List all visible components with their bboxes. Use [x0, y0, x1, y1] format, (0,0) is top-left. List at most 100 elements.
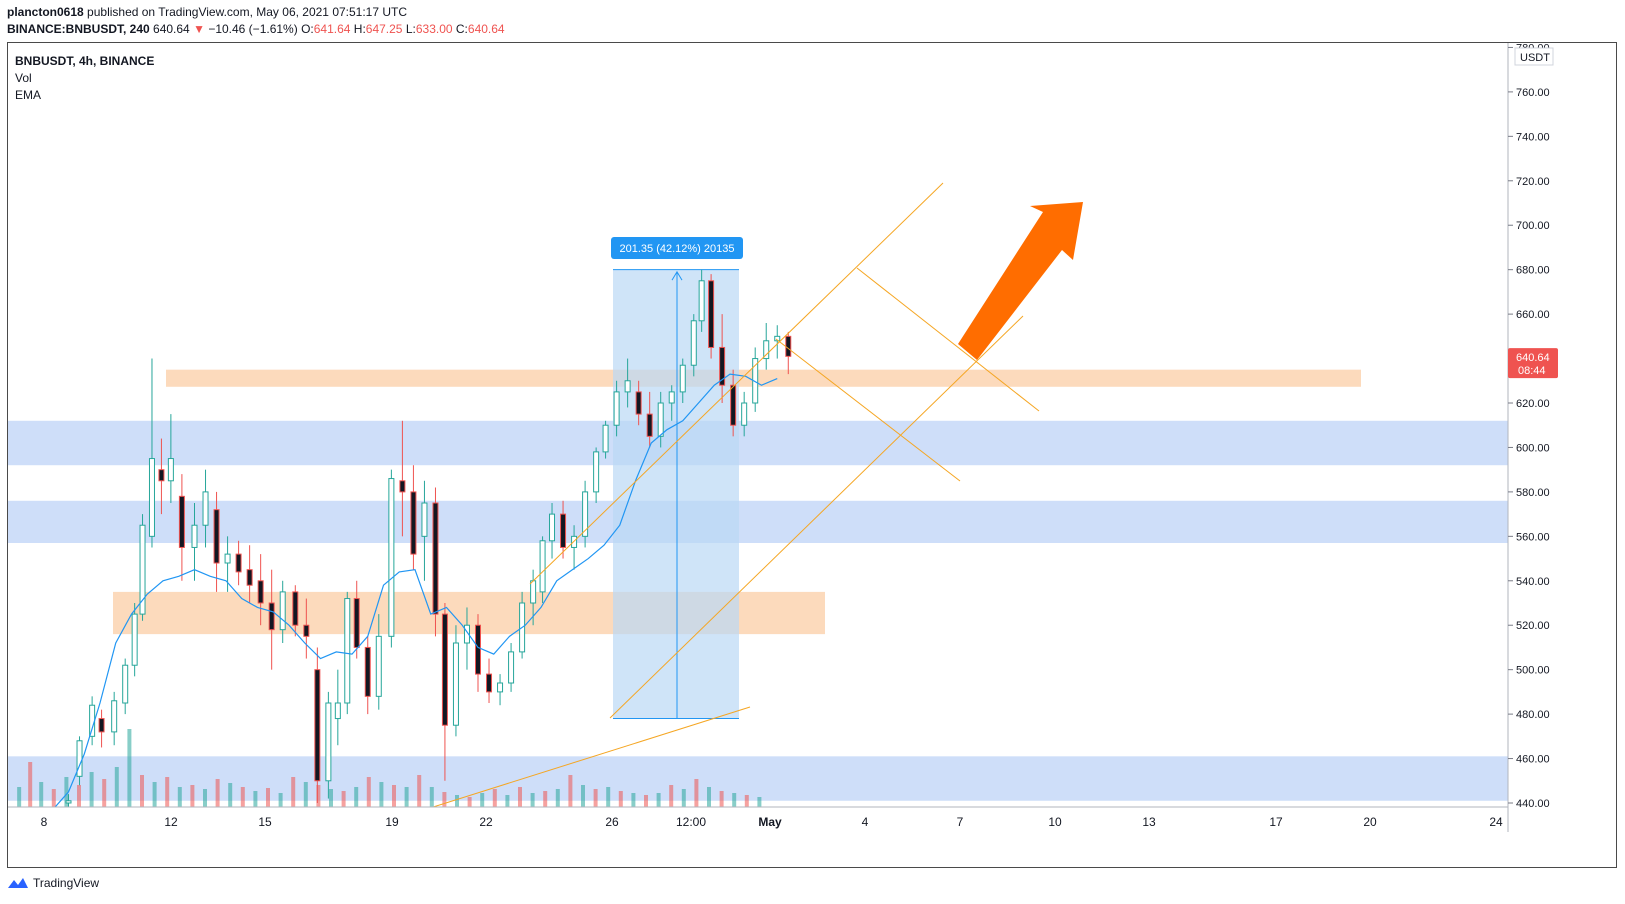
- candle-body: [549, 513, 556, 542]
- channel-upper-line[interactable]: [529, 182, 944, 585]
- candle-body: [698, 280, 705, 322]
- candle-body: [497, 682, 504, 693]
- candle-body: [679, 364, 686, 393]
- candle-body: [139, 524, 146, 615]
- high-value: 647.25: [365, 22, 403, 36]
- resistance-zone-632[interactable]: [166, 369, 1361, 387]
- x-tick-label: 13: [1142, 815, 1156, 829]
- volume-bar: [480, 793, 485, 807]
- candle-body: [730, 384, 737, 426]
- volume-bar: [266, 788, 270, 807]
- volume-bar: [379, 782, 384, 807]
- candle-body: [122, 664, 129, 704]
- ema-line: [54, 373, 778, 807]
- y-tick-label: 760.00: [1516, 87, 1550, 99]
- wedge-upper-line[interactable]: [856, 267, 1040, 412]
- volume-bar: [518, 787, 522, 807]
- volume-bar: [530, 793, 535, 807]
- measure-label-badge[interactable]: [611, 237, 743, 259]
- candle-body: [539, 540, 546, 593]
- candle-body: [344, 598, 351, 704]
- candle-body: [690, 320, 697, 366]
- legend-title[interactable]: BNBUSDT, 4h, BINANCE: [15, 54, 155, 68]
- volume-bar: [404, 787, 409, 807]
- candle-body: [158, 469, 165, 482]
- volume-bar: [354, 787, 359, 807]
- candle-body: [178, 495, 185, 548]
- candle-body: [410, 491, 417, 555]
- candle-body: [98, 718, 105, 733]
- tradingview-logo-icon: [8, 878, 28, 888]
- candle-body: [224, 553, 231, 564]
- y-tick-label: 560.00: [1516, 531, 1550, 543]
- volume-bar: [253, 791, 258, 807]
- candle-body: [602, 424, 609, 453]
- candle-body: [475, 624, 481, 675]
- volume-bar: [442, 792, 447, 807]
- symbol-label: BINANCE:BNBUSDT, 240: [7, 22, 150, 36]
- candle-body: [257, 580, 264, 604]
- candle-body: [613, 391, 620, 426]
- channel-lower-line[interactable]: [609, 315, 1024, 719]
- trend-support-line[interactable]: [430, 706, 751, 808]
- last-price: 640.64: [153, 22, 190, 36]
- candle-body: [353, 598, 360, 648]
- volume-bar: [707, 787, 711, 807]
- candle-body: [325, 702, 332, 782]
- candle-body: [279, 591, 286, 631]
- candle-body: [432, 502, 439, 615]
- volume-bar: [17, 787, 22, 807]
- x-tick-label: 10: [1048, 815, 1062, 829]
- measure-arrow-icon: [671, 270, 683, 281]
- footer-brand[interactable]: TradingView: [7, 876, 99, 890]
- x-tick-label: 20: [1363, 815, 1377, 829]
- volume-bar: [366, 777, 371, 807]
- volume-bar: [77, 785, 81, 807]
- x-tick-label: 22: [479, 815, 493, 829]
- volume-bar: [303, 782, 308, 807]
- candle-body: [235, 553, 242, 573]
- brand-name: TradingView: [33, 876, 100, 890]
- wedge-lower-line[interactable]: [775, 338, 961, 482]
- open-value: 641.64: [313, 22, 351, 36]
- last-price-label: 640.64: [1516, 352, 1550, 364]
- volume-bar: [719, 791, 724, 807]
- volume-bar: [744, 795, 749, 807]
- candle-body: [774, 335, 781, 342]
- legend-vol[interactable]: Vol: [15, 71, 32, 85]
- y-tick-label: 580.00: [1516, 487, 1550, 499]
- x-tick-label: 17: [1269, 815, 1283, 829]
- volume-bar: [669, 785, 674, 807]
- candle-body: [167, 458, 174, 482]
- x-tick-label: 26: [605, 815, 619, 829]
- candle-body: [89, 704, 96, 737]
- author-name[interactable]: plancton0618: [7, 5, 84, 19]
- currency-badge[interactable]: [1514, 47, 1554, 66]
- volume-bar: [329, 789, 333, 807]
- volume-bar: [681, 789, 686, 807]
- low-value: 633.00: [415, 22, 453, 36]
- low-label: L:: [405, 22, 416, 36]
- candle-body: [708, 280, 715, 348]
- support-zone-450[interactable]: [8, 756, 1508, 801]
- measure-box[interactable]: [613, 269, 739, 719]
- close-value: 640.64: [467, 22, 505, 36]
- volume-bar: [568, 775, 573, 807]
- publish-line: plancton0618 published on TradingView.co…: [7, 5, 407, 19]
- volume-bar: [581, 785, 585, 807]
- legend-ema[interactable]: EMA: [15, 88, 42, 102]
- target-arrow-icon[interactable]: [958, 202, 1083, 360]
- volume-bar: [644, 795, 648, 807]
- candle-body: [785, 335, 792, 357]
- volume-bar: [278, 793, 283, 807]
- volume-bar: [152, 782, 157, 807]
- price-change: −10.46 (−1.61%): [208, 22, 298, 36]
- support-zone-565[interactable]: [8, 500, 1508, 544]
- y-tick-label: 660.00: [1516, 309, 1550, 321]
- volume-bar: [228, 783, 233, 807]
- support-zone-600[interactable]: [8, 420, 1508, 466]
- x-tick-label: 8: [41, 815, 48, 829]
- candle-body: [582, 491, 589, 537]
- candle-body: [646, 413, 653, 437]
